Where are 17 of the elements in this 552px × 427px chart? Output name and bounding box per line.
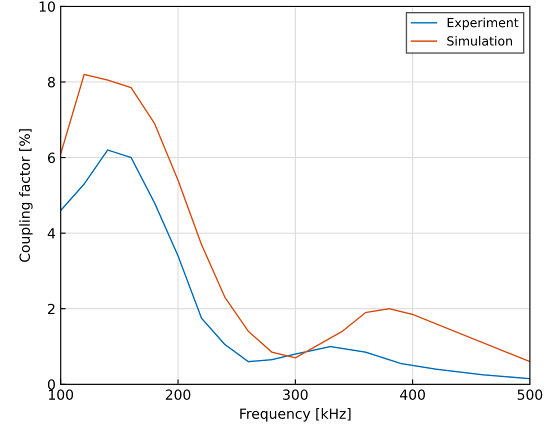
y-tick-label: 2 — [48, 304, 54, 314]
x-tick-label: 500 — [518, 389, 542, 400]
y-tick-label: 0 — [48, 379, 55, 390]
x-tick-label: 400 — [400, 389, 425, 400]
y-axis-title: Coupling factor [%] — [19, 129, 33, 262]
legend-label: Experiment — [448, 18, 518, 30]
y-tick-label: 6 — [48, 152, 55, 164]
line-series — [60, 149, 530, 380]
x-tick-label: 200 — [166, 389, 190, 400]
y-tick-label: 4 — [48, 228, 56, 238]
y-tick-label: 8 — [48, 76, 55, 88]
x-tick-label: 300 — [283, 389, 308, 400]
line-series — [60, 74, 530, 362]
x-tick-label: 100 — [48, 389, 74, 400]
x-axis-title: Frequency [kHz] — [240, 408, 351, 422]
legend-label: Simulation — [447, 36, 512, 46]
y-tick-label: 10 — [40, 1, 55, 12]
